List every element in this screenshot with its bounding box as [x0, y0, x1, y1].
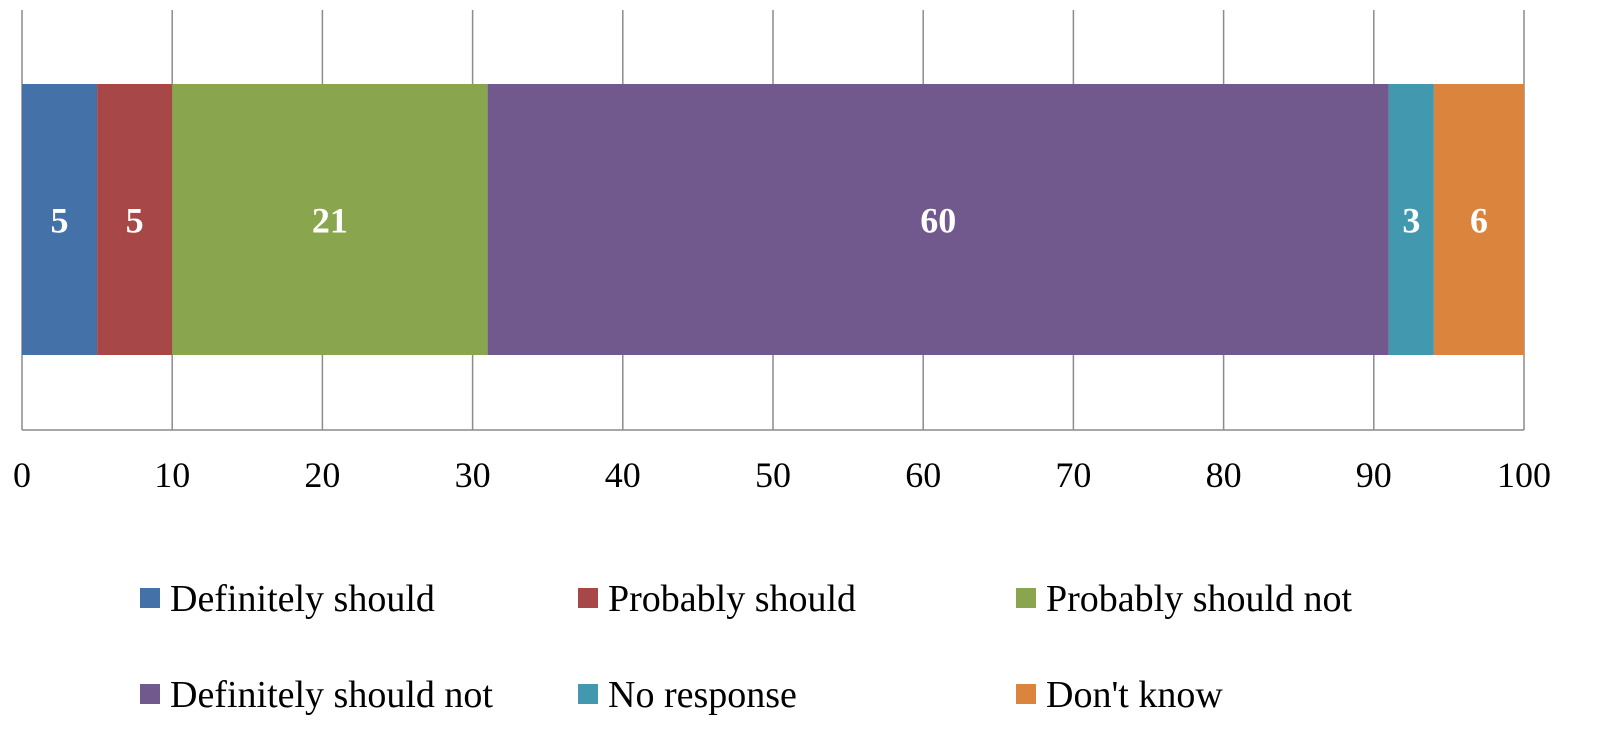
- x-tick-label: 0: [13, 455, 31, 495]
- bar-data-label: 3: [1402, 201, 1420, 241]
- x-tick-label: 60: [905, 455, 941, 495]
- bar-data-labels: 5 5 21 60 3 6: [51, 201, 1488, 241]
- legend-label: No response: [608, 674, 797, 716]
- legend-swatch: [1016, 588, 1036, 608]
- legend-label: Definitely should: [170, 578, 435, 620]
- bar-segment: [22, 84, 98, 355]
- legend: Definitely should Probably should Probably…: [140, 578, 1353, 716]
- x-tick-label: 50: [755, 455, 791, 495]
- bar-segment: [487, 84, 1389, 355]
- bar-data-label: 6: [1470, 201, 1488, 241]
- x-tick-label: 100: [1497, 455, 1551, 495]
- bar-segment: [172, 84, 488, 355]
- bar-data-label: 5: [126, 201, 144, 241]
- bar-segment: [97, 84, 173, 355]
- legend-swatch: [1016, 684, 1036, 704]
- legend-swatch: [578, 684, 598, 704]
- x-tick-label: 70: [1055, 455, 1091, 495]
- bar-data-label: 60: [920, 201, 956, 241]
- x-tick-label: 20: [304, 455, 340, 495]
- legend-label: Don't know: [1046, 674, 1223, 716]
- bar-segments: [22, 84, 1524, 355]
- x-tick-label: 40: [605, 455, 641, 495]
- bar-data-label: 5: [51, 201, 69, 241]
- legend-swatch: [578, 588, 598, 608]
- bar-data-label: 21: [312, 201, 348, 241]
- legend-label: Definitely should not: [170, 674, 493, 716]
- x-tick-label: 80: [1206, 455, 1242, 495]
- x-tick-label: 30: [455, 455, 491, 495]
- bar-segment: [1433, 84, 1524, 355]
- legend-label: Probably should: [608, 578, 856, 620]
- bar-segment: [1388, 84, 1434, 355]
- x-axis: 0 10 20 30 40 50 60 70 80 90 100: [13, 429, 1551, 495]
- legend-swatch: [140, 684, 160, 704]
- legend-label: Probably should not: [1046, 578, 1353, 620]
- legend-swatch: [140, 588, 160, 608]
- x-tick-label: 10: [154, 455, 190, 495]
- x-tick-label: 90: [1356, 455, 1392, 495]
